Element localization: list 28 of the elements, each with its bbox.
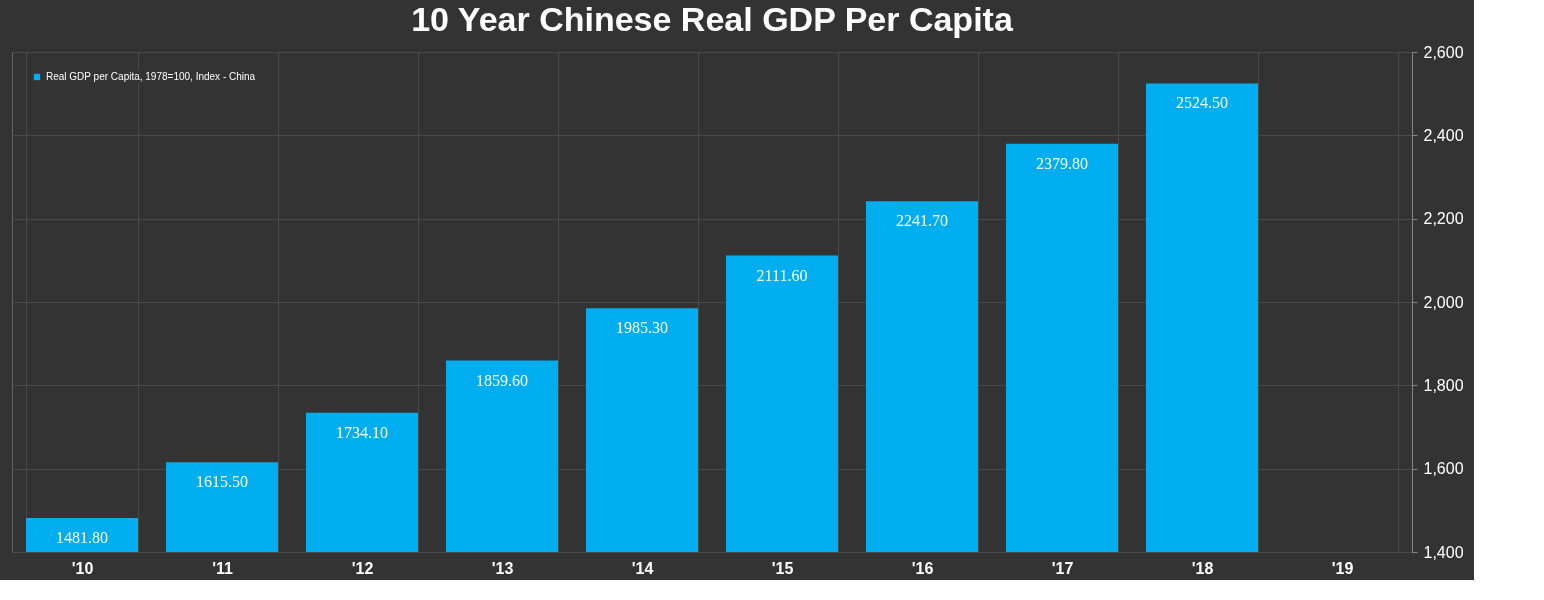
data-label: 2524.50 [1176, 94, 1228, 112]
x-tick-label: '19 [1331, 559, 1354, 577]
legend-label: Real GDP per Capita, 1978=100, Index - China [46, 71, 256, 82]
y-tick-label: 2,400 [1423, 126, 1464, 144]
y-tick-label: 2,200 [1423, 210, 1464, 228]
x-tick-label: '12 [351, 559, 374, 577]
y-tick-label: 1,600 [1423, 460, 1464, 478]
x-tick-label: '13 [491, 559, 514, 577]
data-label: 1615.50 [196, 473, 248, 491]
data-label: 1985.30 [616, 319, 668, 337]
data-label: 2111.60 [756, 266, 808, 284]
data-label: 1481.80 [56, 528, 108, 546]
y-tick-label: 2,600 [1423, 43, 1464, 61]
chart-title: 10 Year Chinese Real GDP Per Capita [411, 0, 1014, 38]
x-tick-label: '15 [771, 559, 794, 577]
x-tick-label: '18 [1191, 559, 1214, 577]
y-tick-label: 2,000 [1423, 293, 1464, 311]
x-tick-label: '16 [911, 559, 934, 577]
data-label: 1734.10 [336, 423, 388, 441]
x-tick-label: '14 [631, 559, 654, 577]
data-label: 1859.60 [476, 371, 528, 389]
y-tick-label: 1,400 [1423, 543, 1464, 561]
data-label: 2379.80 [1036, 154, 1088, 172]
x-tick-label: '10 [71, 559, 94, 577]
data-label: 2241.70 [896, 212, 948, 230]
y-tick-label: 1,800 [1423, 376, 1464, 394]
x-tick-label: '17 [1051, 559, 1074, 577]
x-tick-label: '11 [212, 559, 233, 577]
